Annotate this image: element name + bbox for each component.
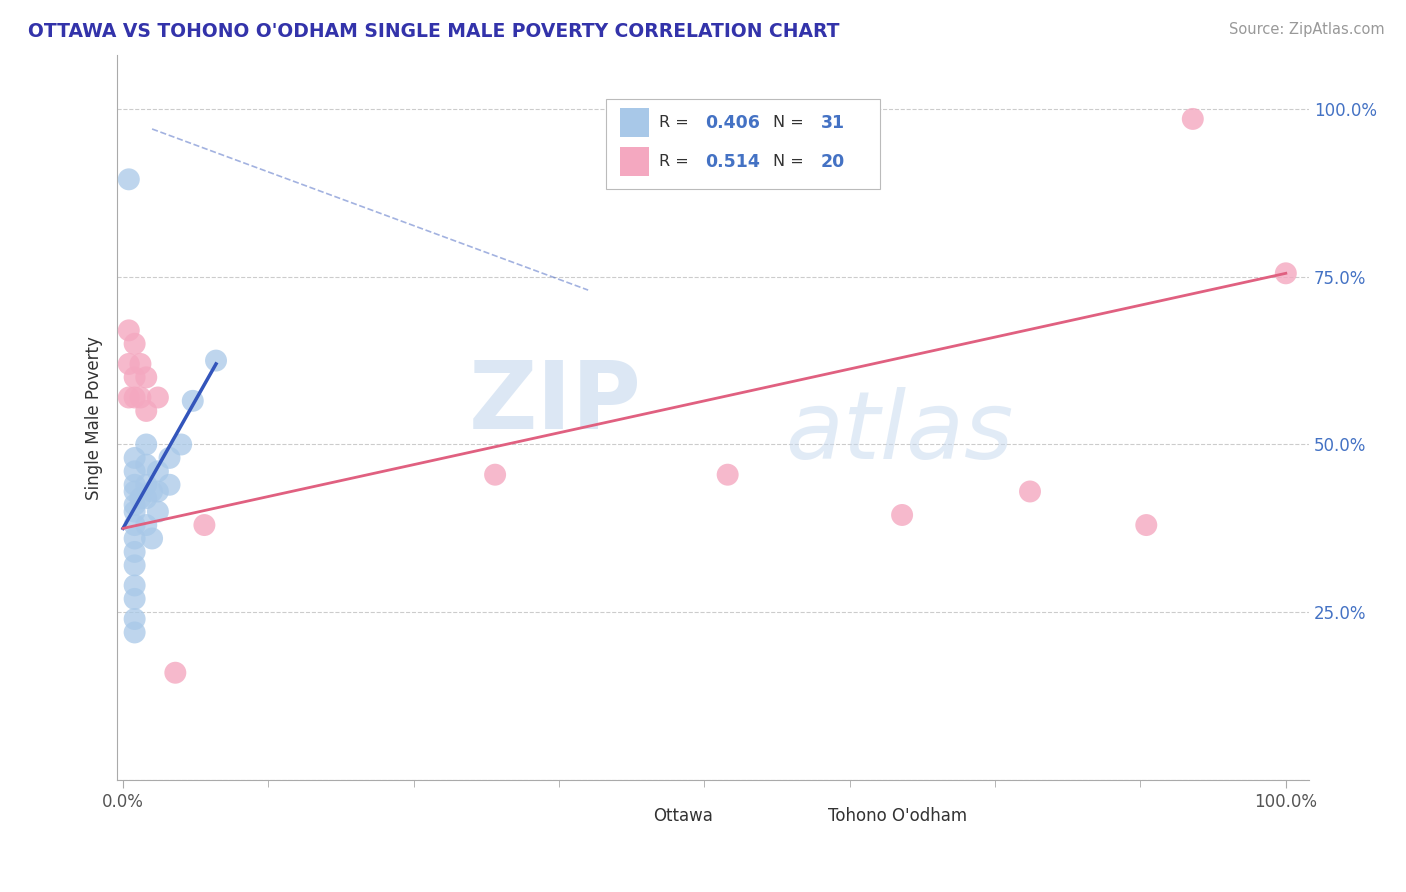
Point: [181, 393, 204, 408]
Point: [124, 370, 146, 384]
Point: [165, 665, 187, 680]
Point: [124, 625, 146, 640]
Point: [124, 498, 146, 512]
Point: [124, 545, 146, 559]
Point: [170, 437, 193, 451]
Point: [124, 591, 146, 606]
Point: [146, 484, 169, 499]
Point: [135, 404, 157, 418]
Point: [124, 532, 146, 546]
Point: [124, 558, 146, 573]
Point: [124, 391, 146, 405]
Y-axis label: Single Male Poverty: Single Male Poverty: [86, 335, 103, 500]
Text: R =: R =: [659, 154, 700, 169]
Point: [129, 357, 152, 371]
Text: OTTAWA VS TOHONO O'ODHAM SINGLE MALE POVERTY CORRELATION CHART: OTTAWA VS TOHONO O'ODHAM SINGLE MALE POV…: [28, 22, 839, 41]
Point: [135, 477, 157, 491]
Point: [124, 484, 146, 499]
Point: [1275, 266, 1298, 280]
Text: ZIP: ZIP: [468, 357, 641, 450]
Point: [135, 491, 157, 506]
Text: atlas: atlas: [785, 386, 1012, 477]
FancyBboxPatch shape: [620, 147, 648, 177]
Point: [135, 518, 157, 533]
Point: [124, 464, 146, 478]
FancyBboxPatch shape: [606, 99, 880, 189]
Point: [124, 477, 146, 491]
FancyBboxPatch shape: [789, 806, 821, 835]
Point: [141, 532, 163, 546]
Point: [129, 491, 152, 506]
Point: [118, 391, 141, 405]
Point: [205, 353, 228, 368]
Point: [124, 336, 146, 351]
Point: [891, 508, 914, 522]
Point: [124, 578, 146, 592]
Text: R =: R =: [659, 115, 695, 130]
FancyBboxPatch shape: [617, 806, 648, 835]
Point: [484, 467, 506, 482]
Point: [135, 370, 157, 384]
Point: [135, 458, 157, 472]
Point: [118, 323, 141, 337]
Point: [1135, 518, 1157, 533]
Point: [118, 357, 141, 371]
Text: 20: 20: [821, 153, 845, 170]
Point: [146, 391, 169, 405]
Text: Ottawa: Ottawa: [654, 807, 713, 825]
Point: [135, 437, 157, 451]
Text: 31: 31: [821, 113, 845, 131]
Text: N =: N =: [773, 154, 808, 169]
Text: Source: ZipAtlas.com: Source: ZipAtlas.com: [1229, 22, 1385, 37]
Text: Tohono O'odham: Tohono O'odham: [828, 807, 967, 825]
Point: [159, 477, 181, 491]
Point: [141, 484, 163, 499]
Point: [129, 391, 152, 405]
Point: [146, 464, 169, 478]
Point: [146, 505, 169, 519]
Text: 0.514: 0.514: [704, 153, 759, 170]
Text: 0.406: 0.406: [704, 113, 759, 131]
Point: [124, 450, 146, 465]
Point: [193, 518, 215, 533]
Point: [118, 172, 141, 186]
Point: [124, 505, 146, 519]
Point: [1181, 112, 1204, 126]
Point: [159, 450, 181, 465]
Point: [124, 612, 146, 626]
Point: [717, 467, 740, 482]
Point: [1019, 484, 1042, 499]
Point: [124, 518, 146, 533]
FancyBboxPatch shape: [620, 108, 648, 137]
Text: N =: N =: [773, 115, 808, 130]
